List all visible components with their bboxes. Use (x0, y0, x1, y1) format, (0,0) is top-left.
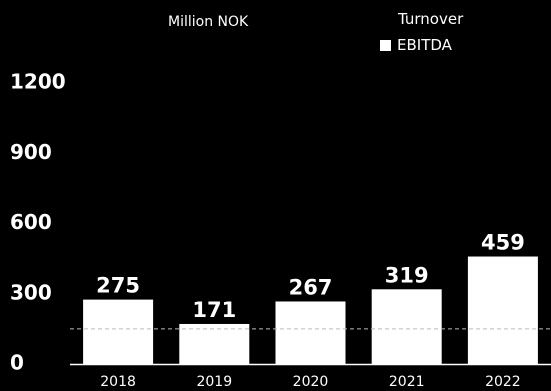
data-label: 171 (192, 298, 236, 322)
bar (467, 256, 538, 364)
y-tick-label: 300 (10, 280, 52, 304)
legend-title: Turnover (398, 10, 464, 28)
x-tick-label: 2018 (100, 374, 136, 390)
x-tick-label: 2020 (293, 374, 329, 390)
legend-item-label: EBITDA (397, 36, 452, 54)
x-tick-label: 2019 (196, 374, 232, 390)
data-label: 459 (481, 231, 525, 255)
data-label: 267 (289, 275, 333, 299)
bar (371, 289, 442, 364)
y-tick-label: 1200 (10, 70, 66, 94)
bar (179, 323, 250, 364)
y-tick-label: 0 (10, 351, 24, 375)
bar (83, 299, 154, 364)
bar (275, 301, 346, 364)
unit-label: Million NOK (168, 14, 249, 30)
legend-item-ebitda: EBITDA (380, 36, 452, 54)
data-label: 319 (385, 263, 429, 287)
data-label: 275 (96, 274, 140, 298)
legend-swatch (380, 39, 391, 51)
x-tick-label: 2021 (389, 374, 425, 390)
x-tick-label: 2022 (485, 374, 521, 390)
y-tick-label: 900 (10, 140, 52, 164)
y-tick-label: 600 (10, 210, 52, 234)
